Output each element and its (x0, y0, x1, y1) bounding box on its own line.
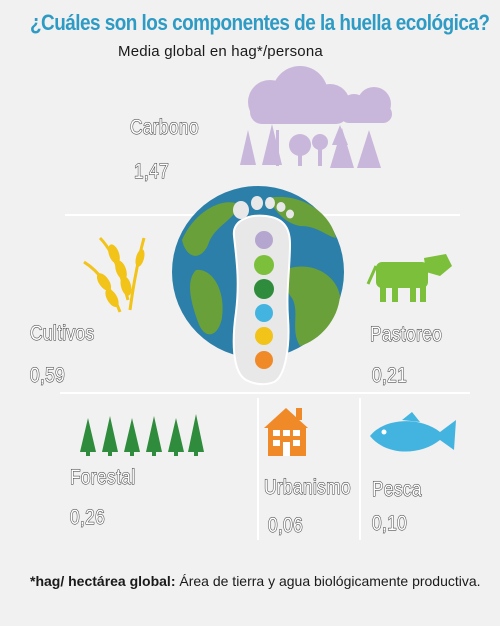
label-cultivos: Cultivos (30, 322, 95, 346)
house-icon (264, 408, 308, 456)
footnote-term: *hag/ hectárea global: (30, 573, 176, 589)
cloud-rain-trees-icon (240, 66, 392, 168)
label-pesca: Pesca (372, 478, 422, 502)
page-title: ¿Cuáles son los componentes de la huella… (30, 10, 490, 35)
value-cultivos: 0,59 (30, 364, 66, 388)
value-pastoreo: 0,21 (372, 364, 408, 388)
cow-icon (366, 254, 452, 302)
value-carbono: 1,47 (134, 160, 170, 184)
footprint-icon (232, 196, 294, 386)
footnote-definition: Área de tierra y agua biológicamente pro… (175, 573, 481, 589)
pine-trees-icon (80, 414, 204, 456)
label-carbono: Carbono (130, 116, 199, 140)
value-urbanismo: 0,06 (268, 514, 304, 538)
page-subtitle: Media global en hag*/persona (118, 43, 323, 60)
label-forestal: Forestal (70, 466, 136, 490)
fish-icon (370, 412, 456, 452)
footnote: *hag/ hectárea global: Área de tierra y … (30, 573, 490, 590)
wheat-icon (83, 236, 146, 313)
value-forestal: 0,26 (70, 506, 106, 530)
value-pesca: 0,10 (372, 512, 408, 536)
label-pastoreo: Pastoreo (370, 323, 443, 347)
label-urbanismo: Urbanismo (264, 476, 351, 500)
